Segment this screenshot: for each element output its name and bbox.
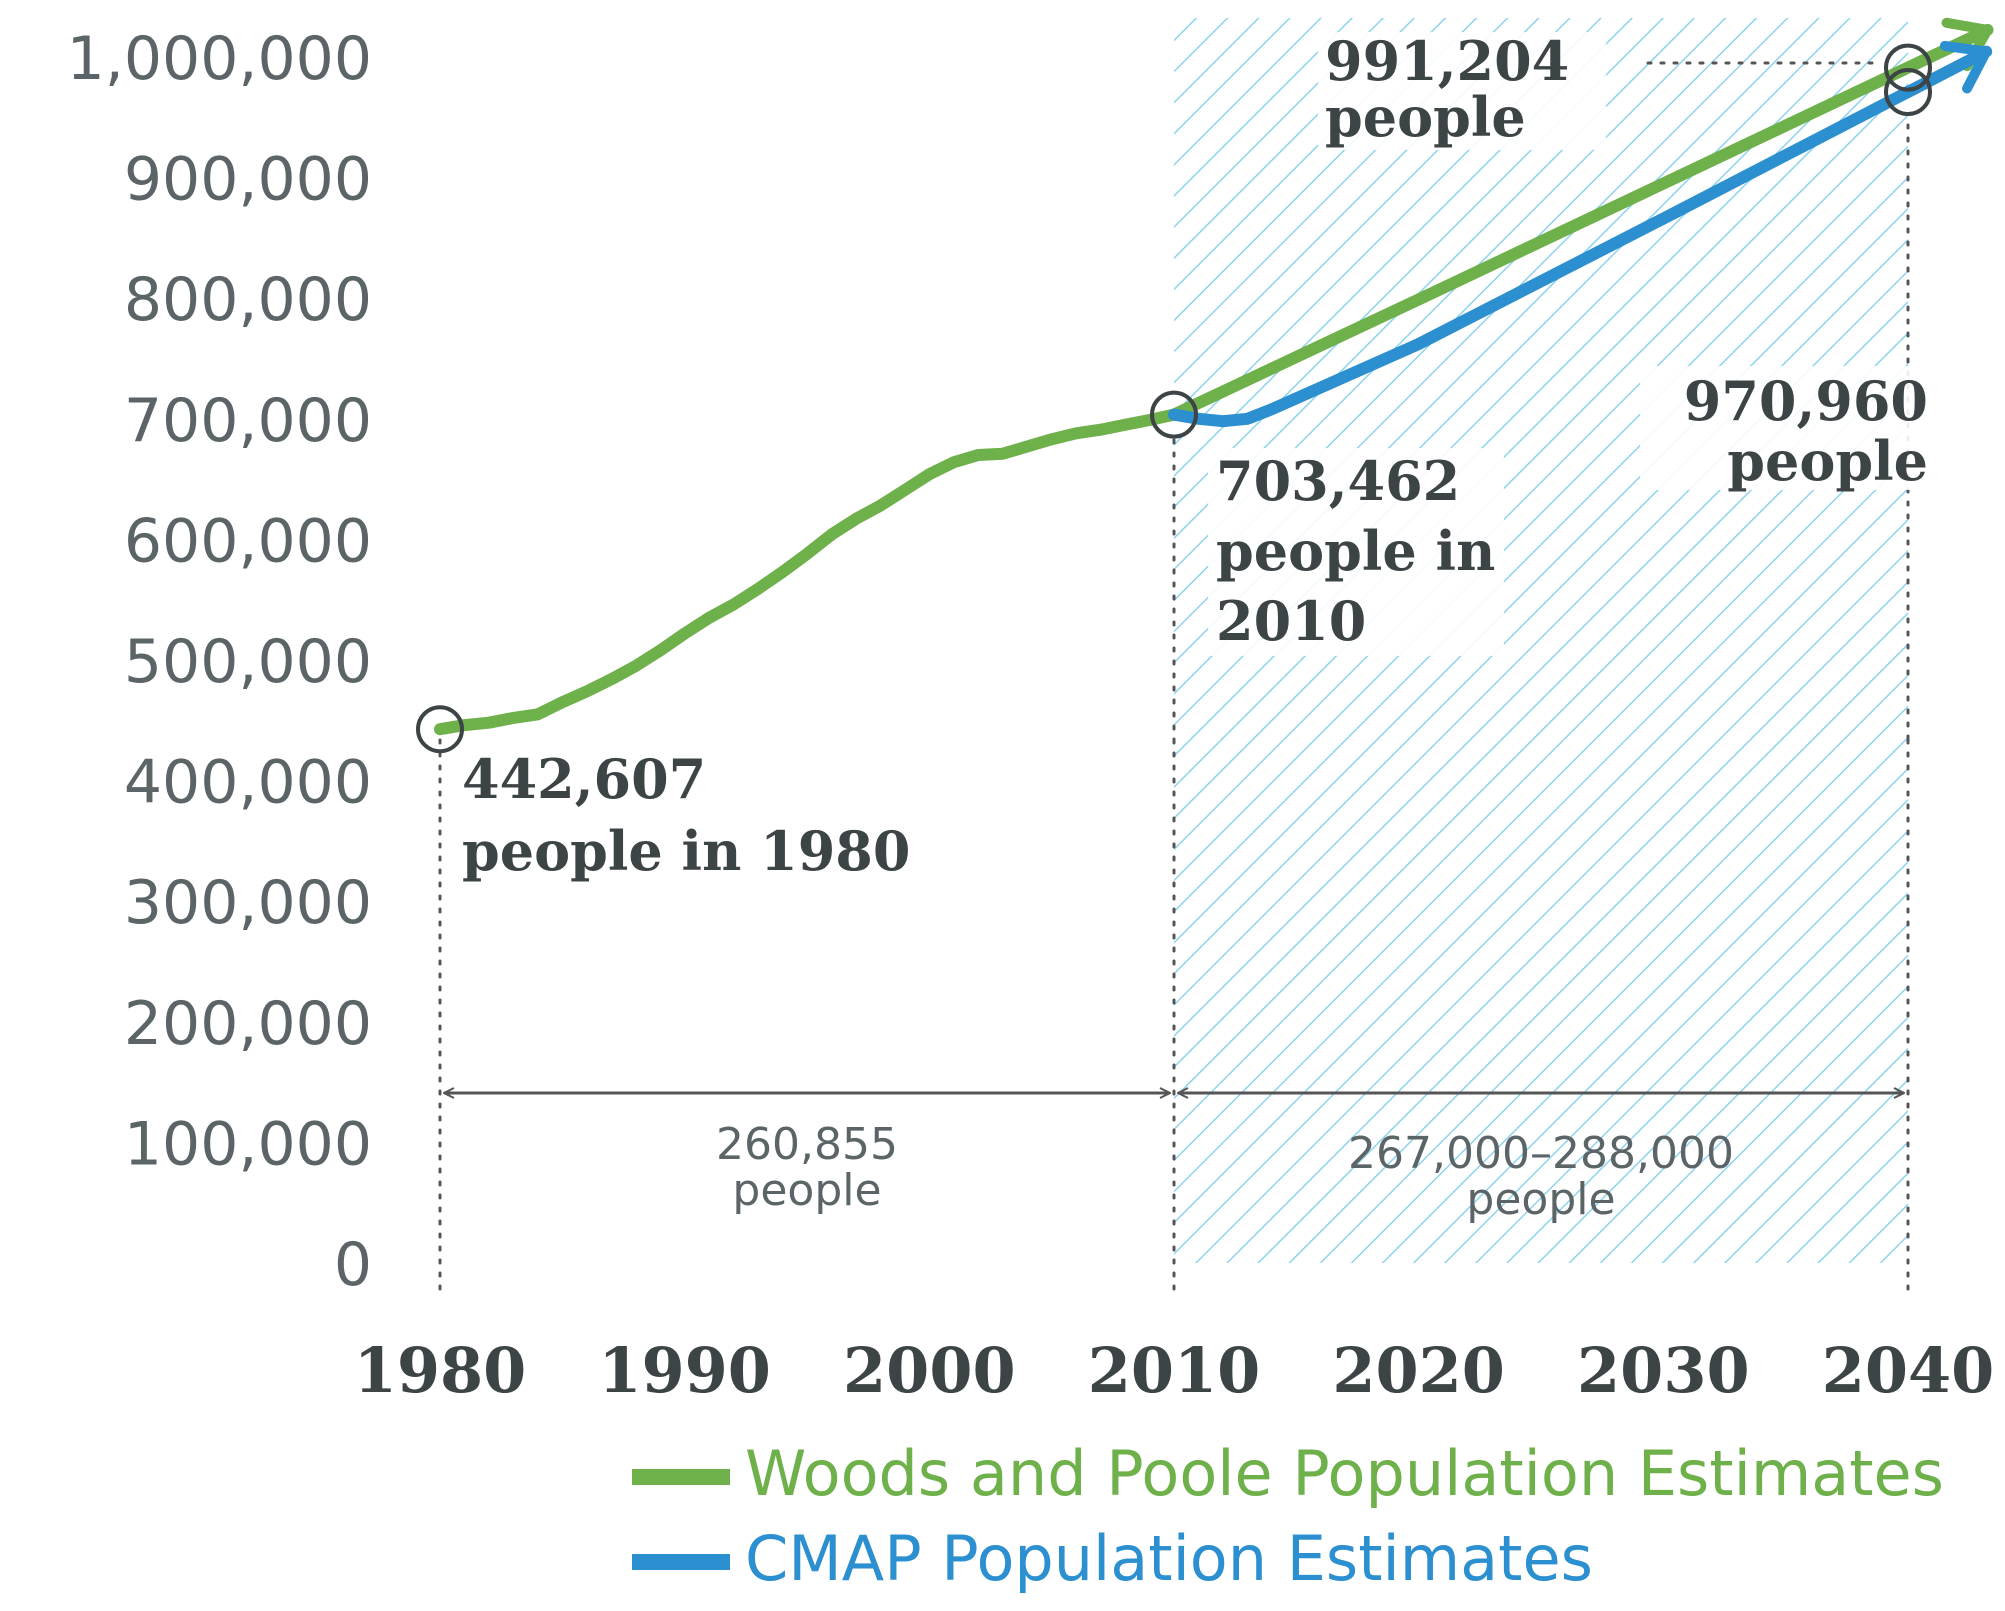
- x-tick-label: 2030: [1577, 1334, 1750, 1407]
- point-marker: [1884, 43, 1932, 92]
- y-tick-label: 400,000: [124, 748, 372, 818]
- series-line-cmap: [1168, 45, 1993, 428]
- y-tick-label: 600,000: [124, 506, 372, 576]
- x-tick-label: 2010: [1088, 1334, 1261, 1407]
- annotation-caption: people: [1727, 429, 1928, 493]
- point-marker: [1150, 390, 1198, 439]
- x-tick-label: 2020: [1332, 1334, 1505, 1407]
- legend: Woods and Poole Population Estimates CMAP…: [632, 1437, 1944, 1595]
- point-markers: [416, 43, 1932, 754]
- y-tick-label: 0: [334, 1230, 372, 1300]
- annotation-backdrop: [1640, 366, 1932, 490]
- annotation-caption: people in: [1216, 519, 1495, 583]
- series-lines: [434, 17, 1994, 736]
- y-tick-label: 700,000: [124, 386, 372, 456]
- y-tick-label: 200,000: [124, 989, 372, 1059]
- annotation-value: 703,462: [1216, 449, 1460, 513]
- y-tick-label: 300,000: [124, 868, 372, 938]
- x-tick-label: 1990: [598, 1334, 771, 1407]
- y-tick-label: 900,000: [124, 145, 372, 215]
- annotation-value: 970,960: [1684, 369, 1928, 433]
- span-label-unit: people: [1466, 1174, 1615, 1225]
- span-label-value: 267,000–288,000: [1348, 1128, 1734, 1179]
- y-tick-label: 800,000: [124, 265, 372, 335]
- x-tick-label: 2040: [1822, 1334, 1995, 1407]
- point-marker: [1884, 68, 1932, 117]
- y-tick-label: 1,000,000: [67, 24, 372, 94]
- span-label-unit: people: [732, 1165, 881, 1216]
- point-marker: [416, 705, 464, 754]
- annotation-value: 991,204: [1325, 29, 1569, 93]
- annotation-caption: 2010: [1216, 589, 1366, 653]
- series-arrowhead: [1939, 40, 1992, 94]
- annotation-backdrop: [1318, 32, 1606, 150]
- annotation-caption: people: [1325, 85, 1526, 149]
- y-tick-label: 100,000: [124, 1109, 372, 1179]
- annotation-caption: people in 1980: [462, 819, 910, 883]
- y-tick-label: 500,000: [124, 627, 372, 697]
- x-tick-label: 2000: [843, 1334, 1016, 1407]
- span-label-value: 260,855: [716, 1119, 898, 1170]
- legend-label: CMAP Population Estimates: [745, 1522, 1593, 1595]
- y-axis-tick-labels: 0 100,000 200,000 300,000 400,000 500,000 600,…: [67, 24, 372, 1300]
- x-axis-tick-labels: 1980 1990 2000 2010 2020 2030 2040: [354, 1334, 1995, 1407]
- x-tick-label: 1980: [354, 1334, 527, 1407]
- guide-lines: [438, 61, 1910, 1292]
- annotation-backdrop: [1208, 448, 1504, 656]
- series-line-woods-and-poole: [434, 23, 1994, 736]
- legend-label: Woods and Poole Population Estimates: [745, 1437, 1944, 1510]
- annotation-value: 442,607: [462, 747, 706, 811]
